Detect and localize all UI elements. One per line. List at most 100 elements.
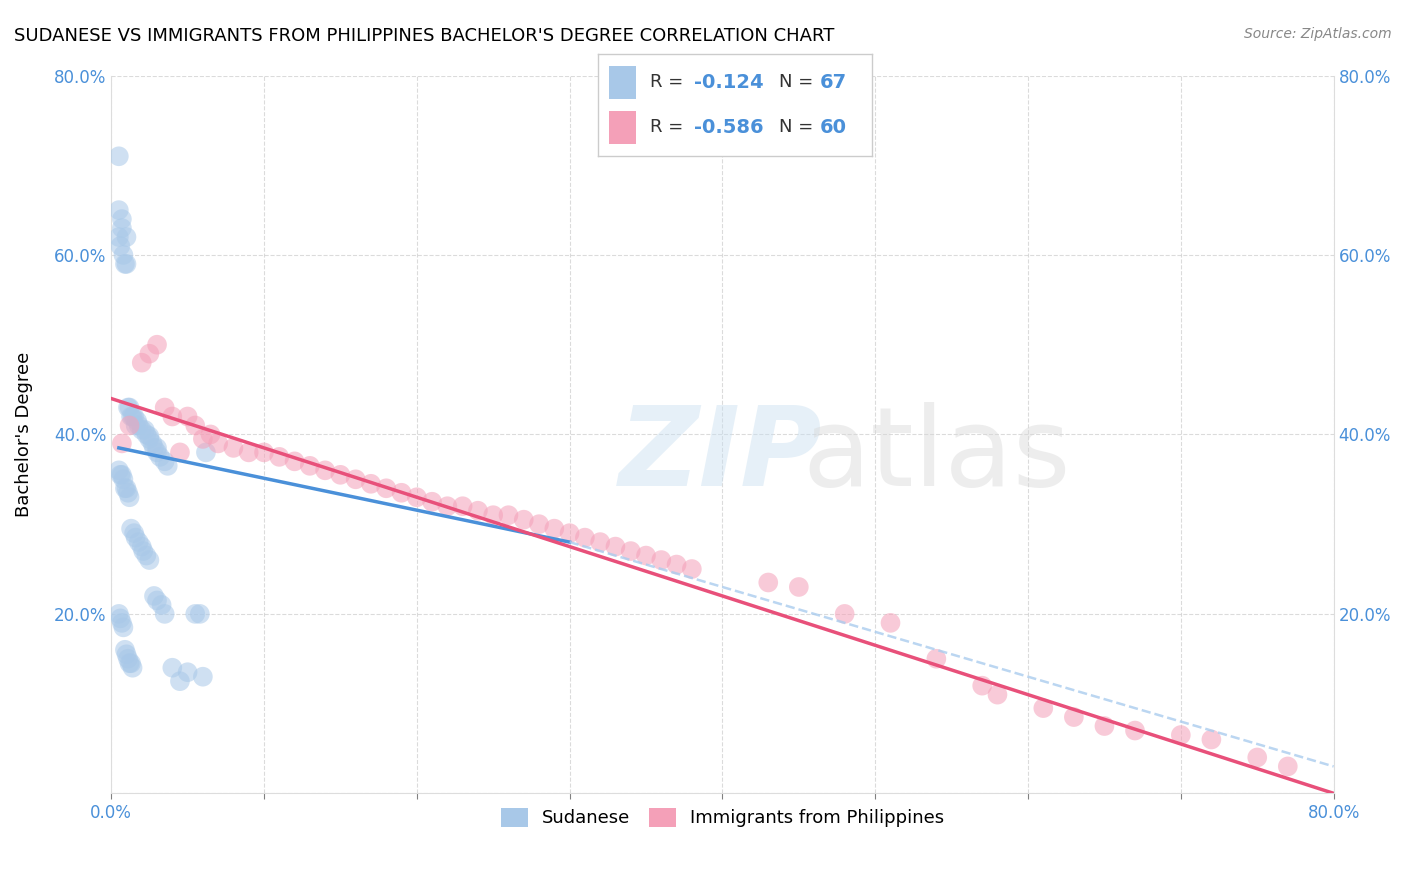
Point [121,409,143,424]
Point [482,508,505,523]
Point [111,615,134,630]
Legend: Sudanese, Immigrants from Philippines: Sudanese, Immigrants from Philippines [494,801,952,835]
Point [149,450,172,464]
Point [360,476,382,491]
Point [436,500,458,514]
Text: -0.586: -0.586 [693,118,763,136]
Point [146,337,169,351]
Point [108,463,131,477]
Point [135,549,157,563]
Point [787,580,810,594]
Point [188,607,211,621]
Point [1170,728,1192,742]
Point [207,436,229,450]
Point [111,212,134,227]
Point [146,445,169,459]
Point [120,522,142,536]
Point [110,467,132,482]
Text: Source: ZipAtlas.com: Source: ZipAtlas.com [1244,27,1392,41]
Point [194,445,217,459]
Point [191,670,214,684]
Point [146,593,169,607]
Point [115,481,138,495]
Point [605,540,627,554]
Point [972,679,994,693]
Point [122,409,145,424]
Point [146,441,169,455]
Point [108,230,131,244]
Point [925,652,948,666]
Point [1201,732,1223,747]
Text: R =: R = [650,119,689,136]
Point [112,472,135,486]
Point [169,445,191,459]
Point [153,607,176,621]
Point [111,467,134,482]
Point [118,401,141,415]
Point [110,611,132,625]
Point [143,441,166,455]
Point [284,454,307,468]
Point [131,540,153,554]
Point [124,531,146,545]
Point [132,544,155,558]
Point [121,661,143,675]
Point [153,454,176,468]
Point [1123,723,1146,738]
Text: atlas: atlas [801,402,1070,509]
Point [650,553,672,567]
Point [118,657,141,671]
Point [128,535,150,549]
Point [420,494,443,508]
Text: -0.124: -0.124 [693,73,763,92]
Point [117,401,139,415]
Point [1032,701,1054,715]
Point [681,562,703,576]
Point [222,441,245,455]
Point [527,517,550,532]
Point [153,401,176,415]
Point [162,661,184,675]
Point [111,221,134,235]
Point [558,526,581,541]
Point [150,598,173,612]
Text: 60: 60 [820,118,846,136]
Point [111,436,134,450]
Point [110,239,132,253]
Point [128,418,150,433]
Point [253,445,276,459]
Text: N =: N = [779,119,818,136]
Point [112,620,135,634]
Point [115,230,138,244]
Point [634,549,657,563]
Point [118,418,141,433]
Point [1063,710,1085,724]
Point [269,450,291,464]
Point [117,652,139,666]
Point [986,688,1008,702]
Text: SUDANESE VS IMMIGRANTS FROM PHILIPPINES BACHELOR'S DEGREE CORRELATION CHART: SUDANESE VS IMMIGRANTS FROM PHILIPPINES … [14,27,834,45]
Point [156,458,179,473]
Point [131,423,153,437]
Point [124,418,146,433]
Point [131,356,153,370]
Point [200,427,222,442]
Point [834,607,856,621]
Point [122,526,145,541]
Point [375,481,398,495]
Text: N =: N = [779,73,818,91]
Point [143,589,166,603]
Text: R =: R = [650,73,689,91]
Point [114,257,136,271]
Point [169,674,191,689]
Text: ZIP: ZIP [619,402,823,509]
Point [620,544,643,558]
Bar [609,111,636,144]
Point [1246,750,1268,764]
Point [115,647,138,661]
Point [108,149,131,163]
Point [574,531,596,545]
Point [176,409,198,424]
Point [238,445,260,459]
Point [108,607,131,621]
